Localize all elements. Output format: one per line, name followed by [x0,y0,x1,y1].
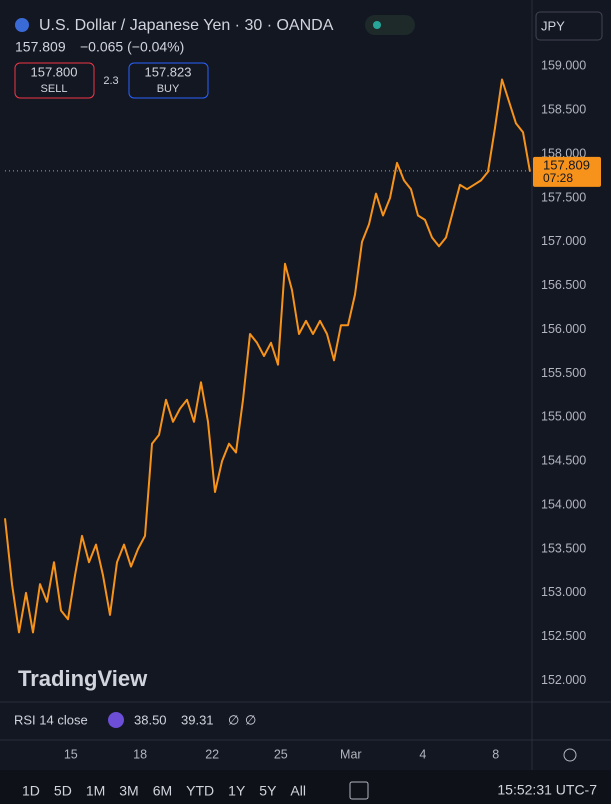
y-tick-label: 152.000 [541,673,586,687]
range-button[interactable]: 1D [22,783,40,799]
y-tick-label: 159.000 [541,59,586,73]
y-tick-label: 153.500 [541,541,586,555]
range-button[interactable]: 1Y [228,783,246,799]
x-tick-label: 22 [205,747,219,761]
x-tick-label: 4 [419,747,426,761]
rsi-extra: ∅ [228,712,239,727]
x-tick-label: Mar [340,747,362,761]
y-tick-label: 153.000 [541,585,586,599]
settings-icon[interactable] [563,748,577,762]
y-tick-label: 158.500 [541,103,586,117]
toolbar-bg [0,770,611,804]
y-tick-label: 156.500 [541,278,586,292]
status-pill [365,15,415,35]
range-button[interactable]: 5Y [259,783,277,799]
sell-price: 157.800 [31,64,78,79]
range-button[interactable]: 5D [54,783,72,799]
y-tick-label: 154.500 [541,454,586,468]
x-tick-label: 25 [274,747,288,761]
range-button[interactable]: 1M [86,783,105,799]
countdown: 07:28 [543,171,573,185]
symbol[interactable]: U.S. Dollar / Japanese Yen · 30 · OANDA [39,17,334,34]
price-line [4,78,531,634]
y-tick-label: 155.500 [541,366,586,380]
y-tick-label: 157.000 [541,234,586,248]
y-tick-label: 154.000 [541,497,586,511]
range-button[interactable]: 3M [119,783,138,799]
rsi-icon [108,712,124,728]
price-tag [533,156,601,187]
currency-button[interactable] [535,11,603,41]
spread: 2.3 [103,75,118,87]
watermark: TradingView [18,666,148,691]
price-tag-label: 157.809 [543,157,590,172]
rsi-extra: ∅ [245,712,256,727]
buy-price: 157.823 [145,64,192,79]
rsi-label: RSI 14 close [14,712,88,727]
sell-label: SELL [41,83,68,95]
y-tick-label: 155.000 [541,410,586,424]
rsi-value: 38.50 [134,712,167,727]
status-dot [373,21,381,29]
range-button[interactable]: All [290,783,306,799]
rsi-ma: 39.31 [181,712,214,727]
buy-button[interactable] [128,62,209,99]
y-tick-label: 157.500 [541,190,586,204]
calendar-icon[interactable] [349,781,369,800]
x-tick-label: 15 [64,747,78,761]
range-button[interactable]: YTD [186,783,214,799]
sell-button[interactable] [14,62,95,99]
x-tick-label: 8 [492,747,499,761]
price: 157.809 [15,39,66,55]
change: −0.065 (−0.04%) [80,39,184,55]
y-tick-label: 152.500 [541,629,586,643]
x-tick-label: 18 [133,747,147,761]
y-tick-label: 156.000 [541,322,586,336]
flag-icon [15,18,29,32]
currency: JPY [541,18,565,33]
clock: 15:52:31 UTC-7 [497,782,597,798]
range-button[interactable]: 6M [153,783,172,799]
buy-label: BUY [157,83,180,95]
